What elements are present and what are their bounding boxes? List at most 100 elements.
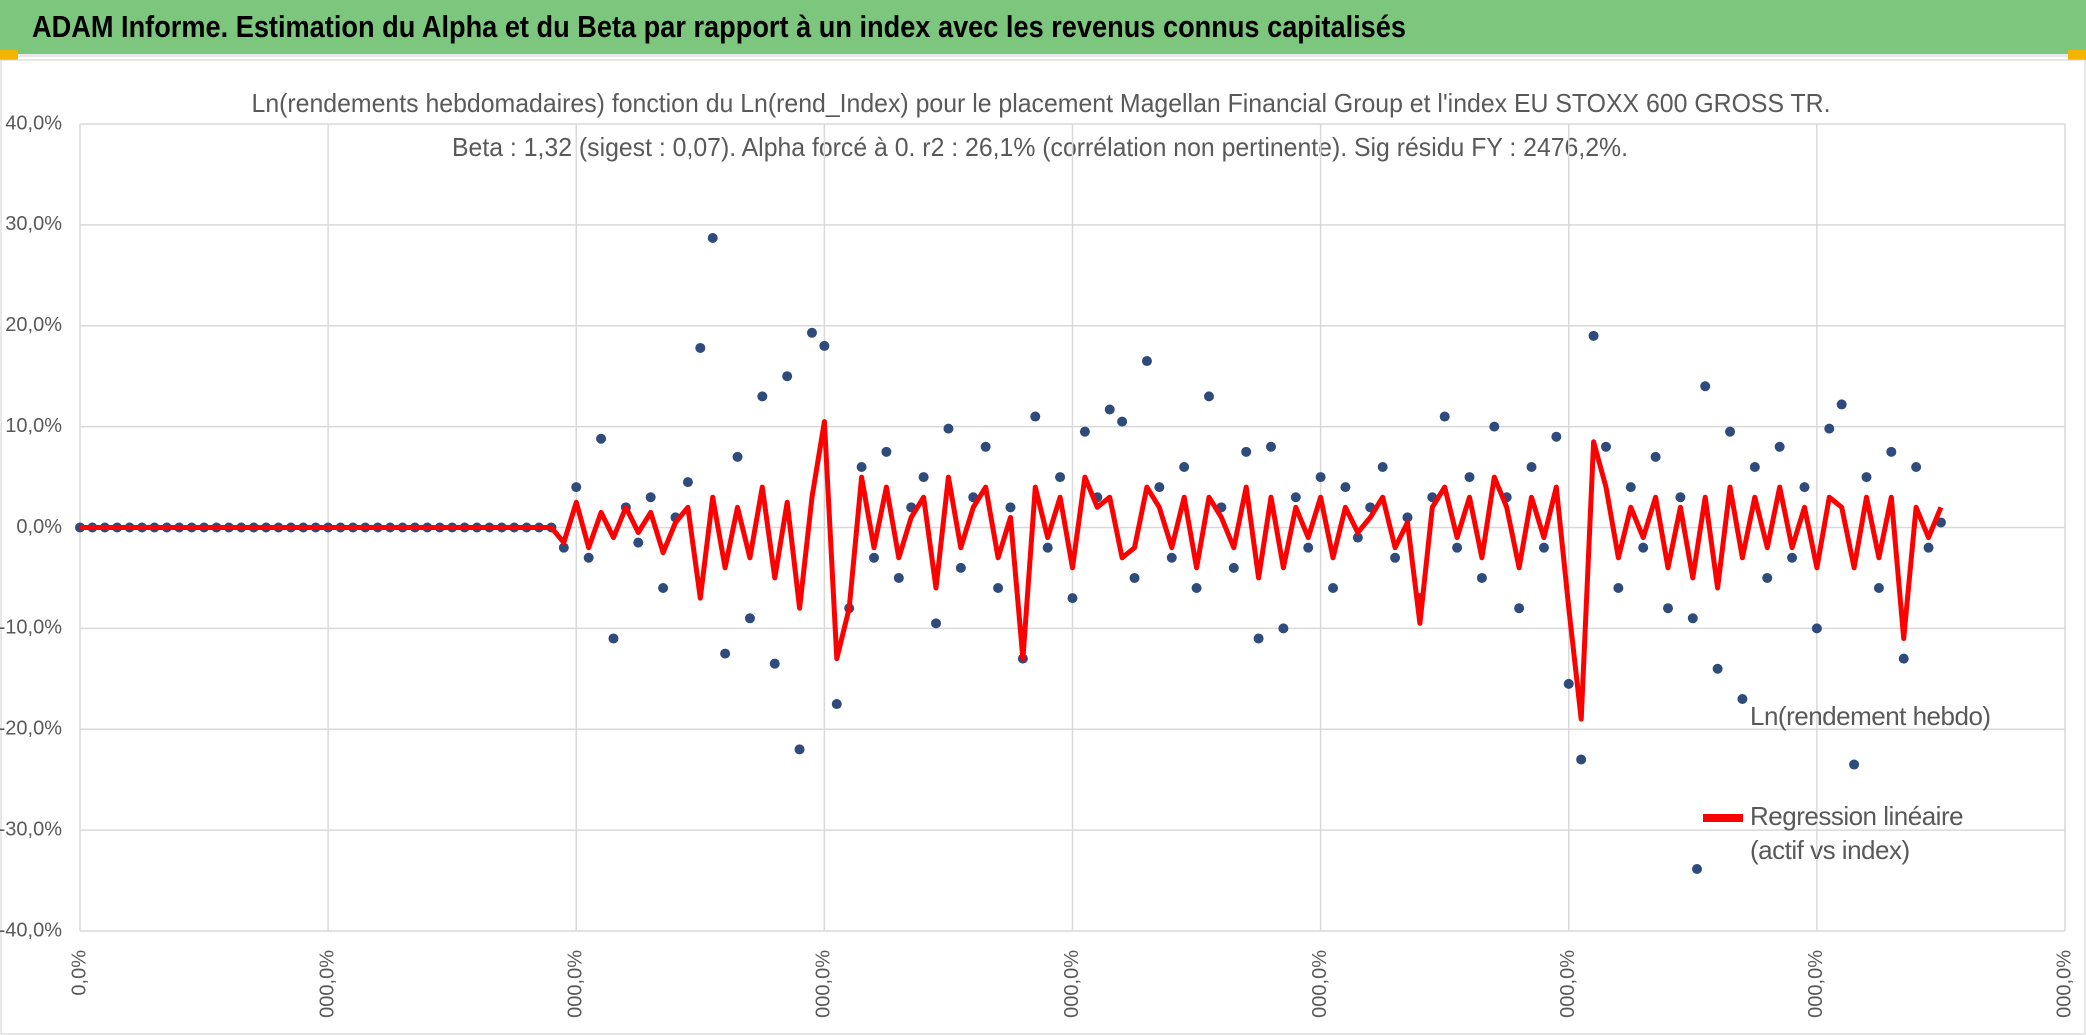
- data-point: [1266, 441, 1276, 452]
- header-bar: [0, 0, 2086, 54]
- data-point: [980, 441, 991, 452]
- x-tick-label: 000,0%: [316, 950, 338, 1018]
- data-point: [869, 552, 879, 563]
- data-point: [1377, 461, 1388, 472]
- header-rule: [0, 54, 2086, 57]
- y-tick-label: 0,0%: [16, 516, 62, 538]
- y-tick-label: 10,0%: [5, 415, 62, 437]
- data-point: [707, 232, 718, 243]
- data-point: [806, 327, 817, 338]
- x-tick-label: 0,0%: [68, 950, 90, 996]
- data-point: [1799, 482, 1810, 493]
- y-tick-label: 20,0%: [5, 314, 62, 336]
- data-point: [1241, 446, 1252, 457]
- data-point: [1898, 653, 1909, 664]
- data-point: [918, 472, 929, 483]
- data-point: [831, 699, 842, 710]
- data-point: [1600, 441, 1611, 452]
- y-tick-label: -40,0%: [0, 919, 62, 941]
- data-point: [1538, 542, 1549, 553]
- x-tick-label: 000,0%: [1805, 950, 1827, 1018]
- data-point: [1203, 391, 1214, 402]
- data-point: [1476, 572, 1487, 583]
- data-point: [1824, 423, 1835, 434]
- data-point: [757, 391, 768, 402]
- data-point: [943, 423, 954, 434]
- data-point: [645, 492, 656, 503]
- data-point: [893, 572, 904, 583]
- data-point: [1873, 583, 1884, 594]
- data-point: [1104, 404, 1115, 415]
- data-point: [1340, 482, 1351, 493]
- data-point: [993, 583, 1004, 594]
- data-point: [1005, 502, 1016, 513]
- data-point: [682, 477, 693, 488]
- data-point: [1675, 492, 1686, 503]
- chart-subtitle: Beta : 1,32 (sigest : 0,07). Alpha forcé…: [452, 132, 1628, 162]
- data-point: [583, 552, 594, 563]
- data-point: [1079, 426, 1090, 437]
- corner-mark: [0, 50, 18, 60]
- data-point: [1278, 623, 1289, 634]
- y-tick-label: -30,0%: [0, 818, 62, 840]
- data-point: [720, 648, 731, 659]
- data-point: [633, 537, 644, 548]
- x-tick-label: 000,0%: [1309, 950, 1331, 1018]
- data-point: [856, 461, 867, 472]
- data-point: [1935, 517, 1946, 528]
- data-point: [1849, 759, 1860, 770]
- data-point: [1923, 542, 1934, 553]
- legend-label: Regression linéaire (actif vs index): [1750, 801, 1964, 865]
- data-point: [1303, 542, 1314, 553]
- data-point: [1141, 356, 1152, 367]
- data-point: [558, 542, 569, 553]
- data-point: [1712, 663, 1723, 674]
- data-point: [1588, 330, 1599, 341]
- x-tick-label: 000,0%: [813, 950, 835, 1018]
- data-point: [1067, 593, 1078, 604]
- data-point: [571, 482, 582, 493]
- data-point: [1328, 583, 1339, 594]
- data-point: [1290, 492, 1301, 503]
- legend-marker: [1692, 864, 1702, 874]
- data-point: [1861, 472, 1872, 483]
- data-point: [1625, 482, 1636, 493]
- data-point: [1526, 461, 1537, 472]
- data-point: [1042, 542, 1053, 553]
- data-point: [819, 340, 830, 351]
- data-point: [608, 633, 619, 644]
- x-tick-label: 000,0%: [2053, 950, 2075, 1018]
- x-tick-label: 000,0%: [565, 950, 587, 1018]
- data-point: [1117, 416, 1128, 427]
- data-point: [794, 744, 805, 755]
- data-point: [1836, 399, 1847, 410]
- data-point: [658, 583, 669, 594]
- data-point: [1650, 451, 1661, 462]
- data-point: [732, 451, 743, 462]
- data-point: [931, 618, 942, 629]
- data-point: [1129, 572, 1140, 583]
- data-point: [1055, 472, 1066, 483]
- page-title: ADAM Informe. Estimation du Alpha et du …: [32, 9, 1406, 44]
- data-point: [1452, 542, 1463, 553]
- data-point: [1576, 754, 1587, 765]
- data-point: [1774, 441, 1785, 452]
- data-point: [1191, 583, 1202, 594]
- legend-label: Ln(rendement hebdo): [1750, 701, 1991, 731]
- regression-line: [80, 419, 1944, 722]
- data-point: [1700, 381, 1711, 392]
- data-point: [1762, 572, 1773, 583]
- data-point: [1551, 431, 1562, 442]
- data-point: [782, 371, 793, 382]
- data-point: [1154, 482, 1165, 493]
- data-point: [1315, 472, 1326, 483]
- data-point: [1253, 633, 1264, 644]
- data-point: [1228, 562, 1239, 573]
- data-point: [1489, 421, 1500, 432]
- data-point: [1638, 542, 1649, 553]
- data-point: [1439, 411, 1450, 422]
- data-point: [881, 446, 892, 457]
- data-point: [1352, 532, 1363, 543]
